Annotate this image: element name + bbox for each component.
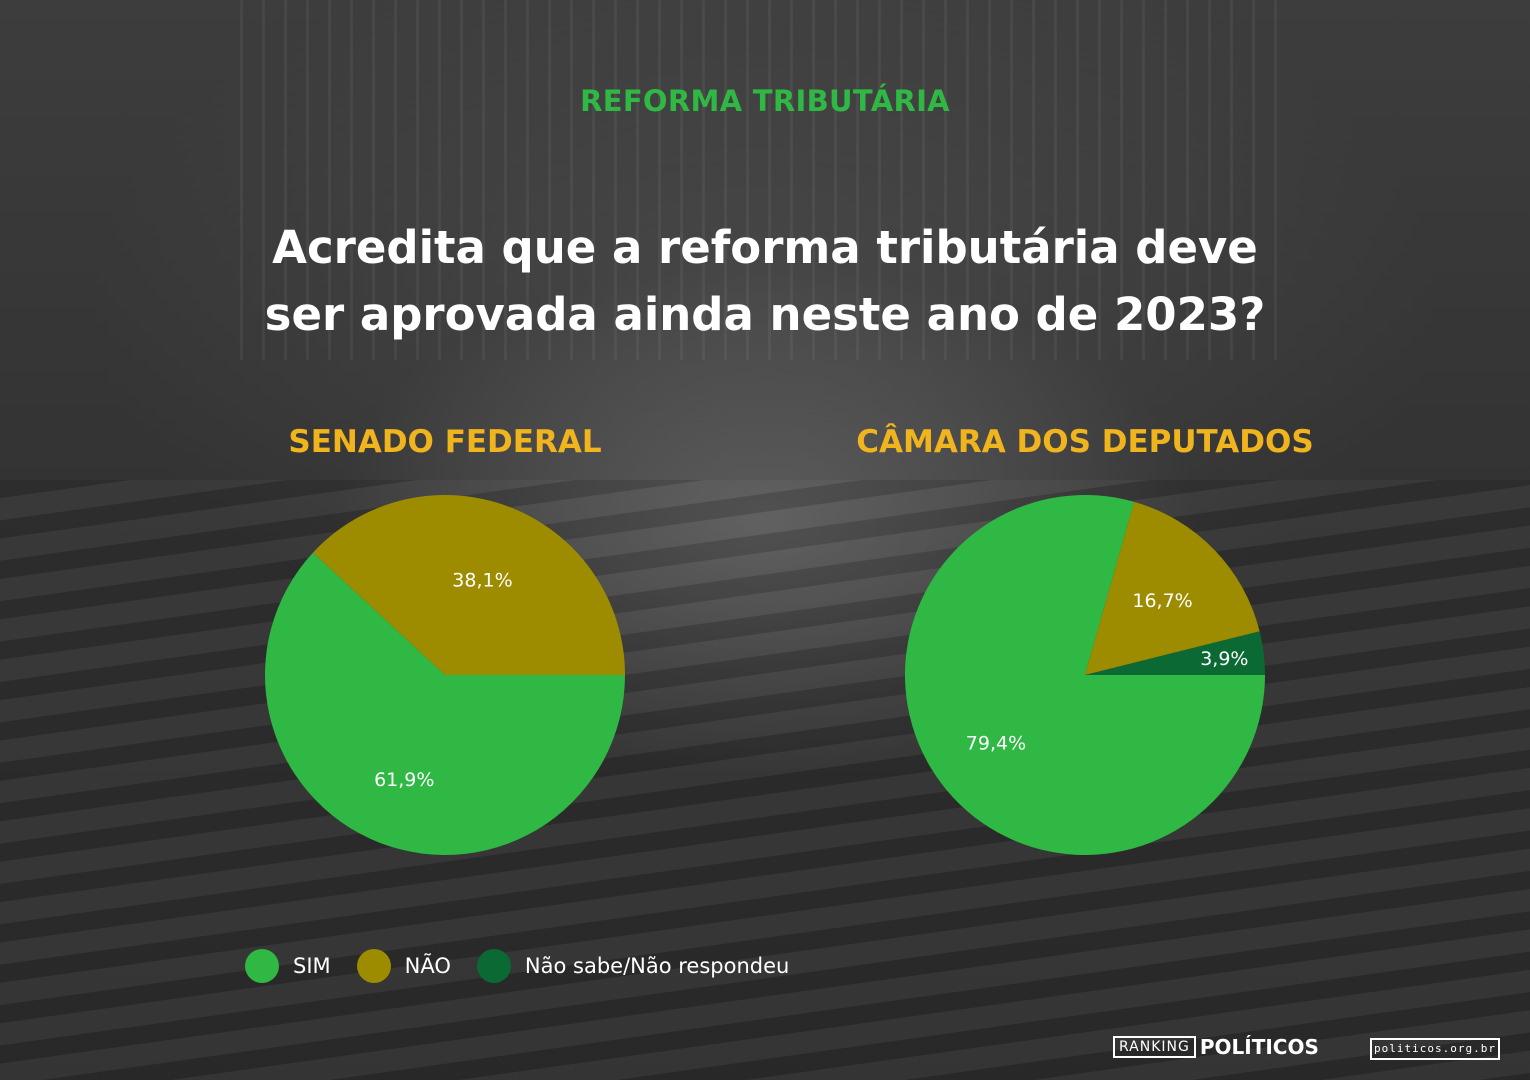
chart-title-senado: SENADO FEDERAL [288, 424, 602, 460]
pie-senado-label-nao: 38,1% [452, 569, 512, 591]
legend-label-nao: NÃO [404, 954, 451, 978]
logo-box-text: RANKING [1113, 1036, 1196, 1058]
headline: Acredita que a reforma tributária deve s… [120, 214, 1410, 348]
headline-line-2: ser aprovada ainda neste ano de 2023? [264, 288, 1266, 341]
legend-label-sim: SIM [293, 954, 331, 978]
legend-swatch-nao [356, 949, 391, 983]
chart-title-camara: CÂMARA DOS DEPUTADOS [856, 424, 1314, 460]
headline-line-1: Acredita que a reforma tributária deve [272, 221, 1258, 274]
legend-item-nao-sabe: Não sabe/Não respondeu [476, 949, 790, 983]
pie-senado-slice-nao [313, 494, 625, 675]
legend-swatch-sim [245, 949, 279, 983]
pie-senado: 61,9% 38,1% [265, 494, 625, 855]
ranking-politicos-logo: RANKING POLÍTICOS [1113, 1035, 1319, 1059]
legend-item-nao: NÃO [356, 949, 451, 983]
overline-title: REFORMA TRIBUTÁRIA [580, 84, 950, 118]
pie-senado-label-sim: 61,9% [374, 769, 434, 791]
footer-url: politicos.org.br [1370, 1038, 1500, 1060]
pie-camara-slice-nao [1085, 501, 1260, 675]
pie-camara-label-sim: 79,4% [966, 732, 1026, 754]
logo-word-text: POLÍTICOS [1199, 1035, 1319, 1059]
pie-camara-label-nao-sabe: 3,9% [1200, 648, 1248, 670]
legend-label-nao-sabe: Não sabe/Não respondeu [524, 954, 790, 978]
pie-camara-slice-nao-sabe [1085, 631, 1265, 675]
pie-senado-slice-sim [265, 552, 625, 855]
legend-item-sim: SIM [245, 949, 331, 983]
legend-swatch-nao-sabe [476, 949, 511, 983]
pie-camara-label-nao: 16,7% [1132, 590, 1192, 612]
background-texture [240, 0, 1290, 360]
pie-camara: 79,4% 16,7% 3,9% [905, 495, 1265, 855]
legend: SIM NÃO Não sabe/Não respondeu [245, 948, 815, 984]
